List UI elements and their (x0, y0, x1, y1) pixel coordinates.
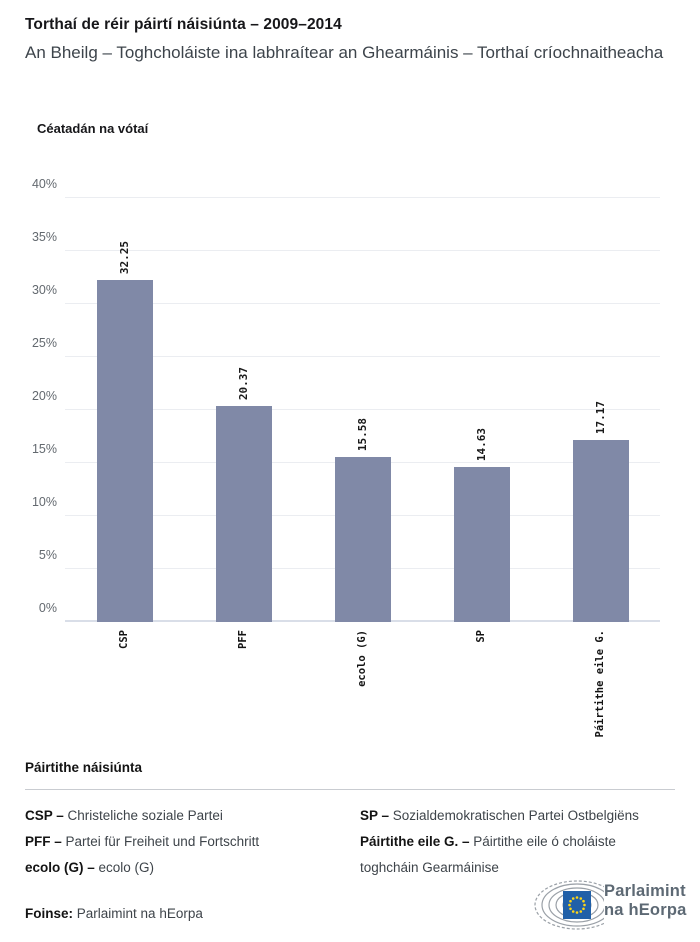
bar-SP (453, 466, 510, 622)
legend-term: CSP – (25, 808, 68, 823)
legend-item: CSP – Christeliche soziale Partei (25, 803, 360, 829)
x-category-label: ecolo (G) (355, 630, 368, 687)
legend-item: ecolo (G) – ecolo (G) (25, 855, 360, 881)
eu-flag-icon (563, 891, 591, 919)
bar-value-label: 15.58 (355, 417, 369, 451)
bar-value-label: 14.63 (474, 427, 488, 461)
legend-term: ecolo (G) – (25, 860, 99, 875)
bar-CSP (96, 280, 153, 622)
parliament-hemicycle-icon (534, 880, 604, 930)
bar-ecolo (G) (334, 456, 391, 622)
chart-title: Céatadán na vótaí (37, 121, 149, 136)
logo-line2: na hEorpa (604, 901, 687, 919)
y-tick-label: 0% (38, 601, 57, 615)
x-category-label: CSP (117, 630, 130, 649)
legend-item: Páirtithe eile G. – Páirtithe eile ó cho… (360, 829, 675, 881)
gridline (65, 356, 660, 357)
y-tick-label: 35% (31, 230, 57, 244)
eu-stars (568, 896, 586, 914)
gridline (65, 303, 660, 304)
legend-term: SP – (360, 808, 393, 823)
y-tick-label: 25% (31, 336, 57, 350)
legend-column-left: CSP – Christeliche soziale Partei PFF – P… (25, 803, 360, 881)
gridline (65, 250, 660, 251)
logo-wordmark: Parlaimint na hEorpa (604, 882, 686, 920)
x-category-label: Páirtithe eile G. (593, 630, 606, 738)
y-tick-label: 40% (31, 177, 57, 191)
source-value: Parlaimint na hEorpa (76, 906, 203, 921)
page-subtitle: An Bheilg – Toghcholáiste ina labhraítea… (25, 43, 664, 62)
legend-divider (25, 789, 675, 790)
party-legend: CSP – Christeliche soziale Partei PFF – P… (25, 803, 675, 881)
y-tick-label: 15% (31, 442, 57, 456)
page-title: Torthaí de réir páirtí náisiúnta – 2009–… (25, 16, 342, 33)
legend-term: PFF – (25, 834, 66, 849)
legend-definition: Sozialdemokratischen Partei Ostbelgiëns (392, 808, 639, 823)
bar-chart: CSP PFF ecolo (G) SP Páirtithe eile G. 0% 5% 1… (32, 177, 660, 737)
european-parliament-logo: Parlaimint na hEorpa (528, 876, 698, 932)
legend-column-right: SP – Sozialdemokratischen Partei Ostbelg… (360, 803, 675, 881)
logo-line1: Parlaimint (604, 882, 686, 900)
bar-Páirtithe eile G. (572, 440, 629, 622)
bar-value-label: 20.37 (236, 366, 250, 401)
bar-value-label: 17.17 (593, 400, 607, 434)
legend-item: PFF – Partei für Freiheit und Fortschrit… (25, 829, 360, 855)
x-category-label: PFF (236, 630, 249, 649)
x-category-label: SP (474, 630, 487, 643)
y-tick-label: 10% (31, 495, 57, 509)
legend-definition: Partei für Freiheit und Fortschritt (65, 834, 260, 849)
gridline (65, 197, 660, 198)
legend-definition: Christeliche soziale Partei (67, 808, 223, 823)
source-label: Foinse: (25, 906, 74, 921)
y-tick-label: 5% (38, 548, 57, 562)
gridline (65, 409, 660, 410)
legend-definition: ecolo (G) (98, 860, 155, 875)
legend-definition: Páirtithe eile ó choláiste toghcháin Gea… (360, 834, 616, 875)
legend-term: Páirtithe eile G. – (360, 834, 474, 849)
y-tick-label: 30% (31, 283, 57, 297)
legend-heading: Páirtithe náisiúnta (25, 760, 143, 775)
y-tick-label: 20% (31, 389, 57, 403)
bar-value-label: 32.25 (117, 241, 131, 275)
bar-PFF (215, 406, 272, 622)
legend-item: SP – Sozialdemokratischen Partei Ostbelg… (360, 803, 675, 829)
source-line: Foinse: Parlaimint na hEorpa (25, 906, 203, 921)
